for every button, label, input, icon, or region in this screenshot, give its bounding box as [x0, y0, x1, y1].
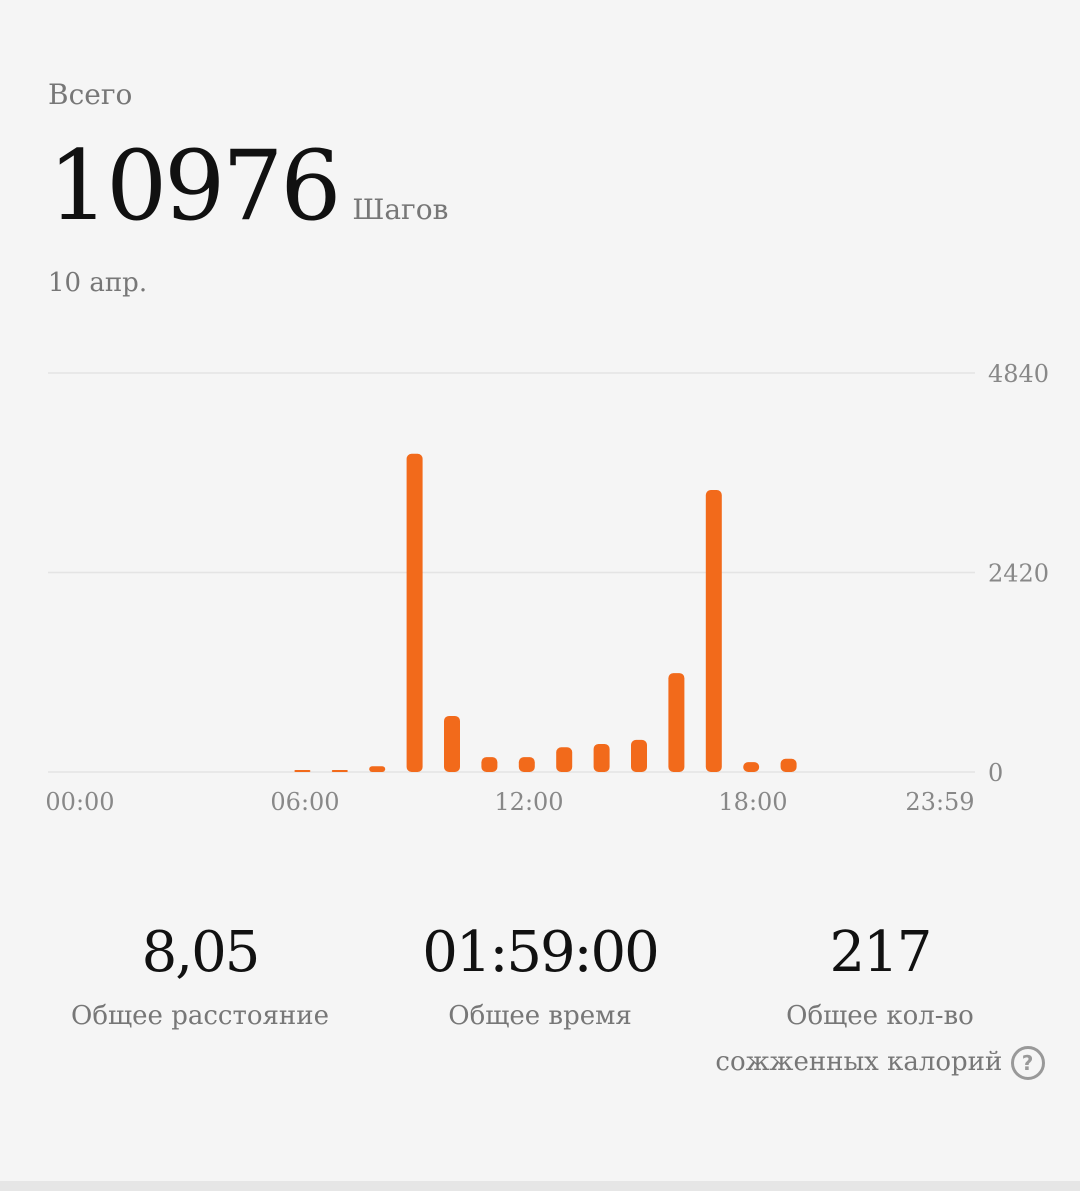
- stat-value: 8,05: [141, 920, 261, 985]
- stat-distance: 8,05 Общее расстояние: [30, 920, 370, 1039]
- stat-value: 217: [829, 920, 933, 985]
- stat-label: Общее расстояние: [71, 1001, 329, 1031]
- stat-time: 01:59:00 Общее время: [370, 920, 710, 1039]
- bar: [481, 757, 498, 772]
- bar: [780, 758, 797, 772]
- bar: [518, 757, 535, 772]
- stat-value: 01:59:00: [422, 920, 660, 985]
- bar: [294, 770, 311, 772]
- steps-unit: Шагов: [352, 193, 449, 226]
- bar: [743, 762, 760, 772]
- bar: [406, 453, 423, 772]
- y-tick-label: 0: [988, 759, 1003, 787]
- bar: [668, 673, 685, 772]
- bar: [444, 715, 460, 772]
- bar: [593, 743, 610, 772]
- x-tick-label: 18:00: [718, 788, 787, 816]
- steps-count: 10976: [48, 130, 341, 242]
- x-tick-label: 06:00: [270, 788, 339, 816]
- stat-label: Общее кол-во сожженных калорий ?: [710, 993, 1050, 1085]
- bar: [369, 766, 386, 772]
- bar: [331, 770, 348, 772]
- bar: [631, 739, 647, 772]
- x-tick-label: 23:59: [905, 788, 974, 816]
- x-tick-label: 12:00: [494, 788, 563, 816]
- date-label[interactable]: 10 апр.: [48, 268, 148, 298]
- stat-calories: 217 Общее кол-во сожженных калорий ?: [710, 920, 1050, 1085]
- question-circle-icon[interactable]: ?: [1010, 1046, 1045, 1080]
- steps-summary: 10976 Шагов: [48, 130, 448, 242]
- total-label: Всего: [48, 78, 133, 111]
- y-tick-label: 2420: [988, 560, 1049, 588]
- stat-label: Общее время: [448, 1001, 632, 1031]
- steps-chart: 4840 2420 0 00:00 06:00 12:00 18:00 23:59: [45, 360, 1049, 816]
- bottom-divider: [0, 1181, 1080, 1191]
- x-tick-label: 00:00: [45, 788, 114, 816]
- bar: [705, 490, 722, 772]
- y-tick-label: 4840: [988, 360, 1049, 388]
- bar: [556, 747, 573, 772]
